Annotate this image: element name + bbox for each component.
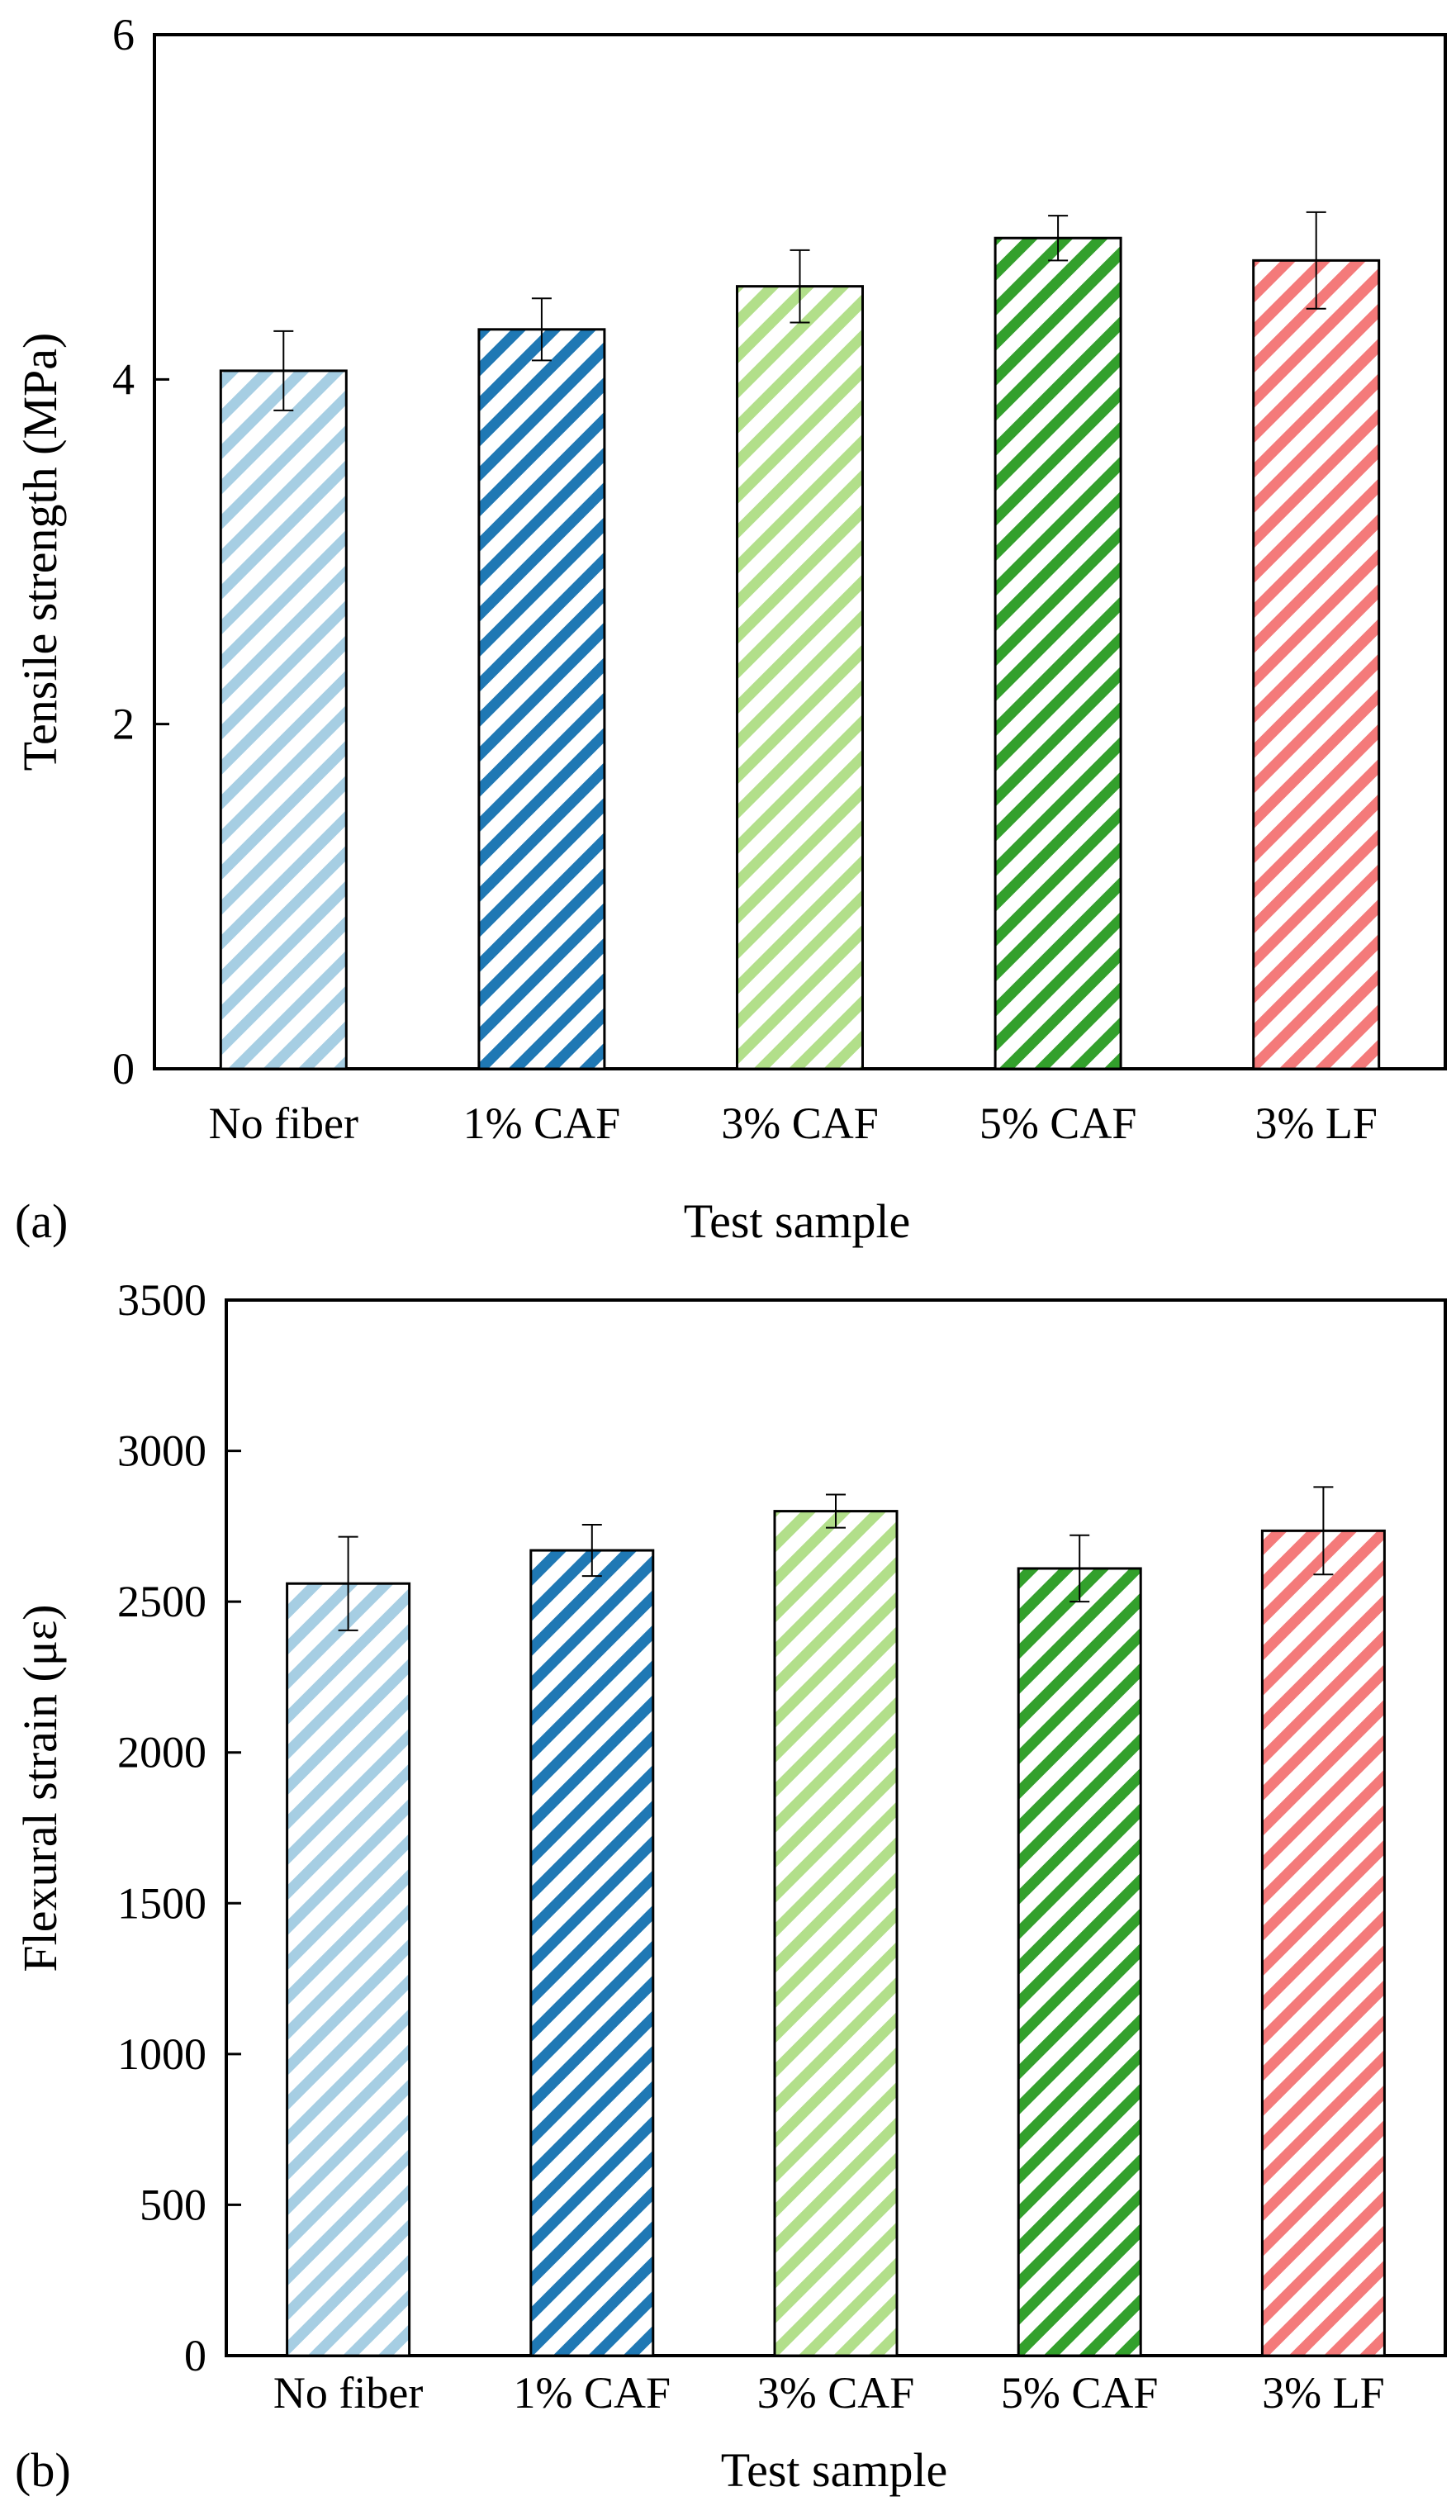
error-bar bbox=[338, 1535, 358, 1631]
y-tick-label: 2500 bbox=[117, 1577, 206, 1626]
x-tick-label: 5% CAF bbox=[1001, 2368, 1159, 2418]
bar bbox=[529, 1549, 655, 2357]
x-tick-label: 1% CAF bbox=[514, 2368, 671, 2418]
error-bar bbox=[1069, 1534, 1090, 1603]
bar bbox=[477, 328, 606, 1070]
x-tick-label: No fiber bbox=[209, 1099, 358, 1148]
error-bar bbox=[531, 297, 552, 362]
bar bbox=[1017, 1567, 1142, 2357]
y-tick-label: 2000 bbox=[117, 1728, 206, 1777]
x-tick-label: 5% CAF bbox=[979, 1099, 1137, 1148]
chart-a-panel-label: (a) bbox=[15, 1194, 68, 1248]
error-bar bbox=[1306, 211, 1326, 310]
bar bbox=[994, 236, 1122, 1070]
y-tick-label: 1000 bbox=[117, 2029, 206, 2079]
chart-b-panel-label: (b) bbox=[15, 2443, 71, 2497]
y-tick-label: 1500 bbox=[117, 1878, 206, 1928]
chart-b-error-bars bbox=[338, 1486, 1334, 1631]
bar bbox=[1252, 259, 1381, 1070]
error-bar bbox=[1048, 215, 1069, 262]
x-tick-label: 3% CAF bbox=[757, 2368, 915, 2418]
error-bar bbox=[790, 249, 810, 324]
chart-b-bars bbox=[286, 1510, 1386, 2357]
chart-a-x-axis-label: Test sample bbox=[684, 1194, 911, 1248]
chart-b-x-axis-label: Test sample bbox=[721, 2443, 948, 2497]
chart-b-x-ticks: No fiber 1% CAF 3% CAF 5% CAF 3% LF bbox=[273, 2368, 1385, 2418]
bar bbox=[773, 1510, 899, 2357]
error-bar bbox=[273, 330, 294, 411]
chart-b: 0 500 1000 1500 2000 2500 3000 3500 No fiber 1% … bbox=[13, 1275, 1447, 2497]
bar bbox=[219, 369, 348, 1070]
y-tick-label: 500 bbox=[140, 2180, 206, 2229]
chart-a-x-ticks: No fiber 1% CAF 3% CAF 5% CAF 3% LF bbox=[209, 1099, 1378, 1148]
chart-a-bars bbox=[219, 236, 1381, 1070]
error-bar bbox=[1313, 1486, 1334, 1576]
bar bbox=[1260, 1529, 1386, 2357]
bar bbox=[286, 1582, 411, 2357]
x-tick-label: 3% CAF bbox=[721, 1099, 879, 1148]
x-tick-label: No fiber bbox=[273, 2368, 423, 2418]
y-tick-label: 3500 bbox=[117, 1275, 206, 1325]
y-tick-label: 2 bbox=[112, 700, 135, 749]
error-bar bbox=[826, 1493, 846, 1529]
y-tick-label: 4 bbox=[112, 354, 135, 404]
chart-a-error-bars bbox=[273, 211, 1326, 411]
chart-a: 0 2 4 6 No fiber 1% CAF 3% CAF 5% CAF 3% LF Ten… bbox=[13, 10, 1447, 1248]
x-tick-label: 3% LF bbox=[1254, 1099, 1378, 1148]
chart-b-y-ticks: 0 500 1000 1500 2000 2500 3000 3500 bbox=[117, 1275, 241, 2380]
y-tick-label: 3000 bbox=[117, 1426, 206, 1476]
chart-a-y-ticks: 0 2 4 6 bbox=[112, 10, 169, 1094]
x-tick-label: 3% LF bbox=[1262, 2368, 1385, 2418]
x-tick-label: 1% CAF bbox=[463, 1099, 621, 1148]
bar bbox=[736, 285, 864, 1070]
y-tick-label: 6 bbox=[112, 10, 135, 59]
error-bar bbox=[581, 1524, 602, 1578]
chart-a-y-axis-label: Tensile strength (MPa) bbox=[13, 333, 67, 771]
y-tick-label: 0 bbox=[184, 2331, 206, 2380]
chart-b-y-axis-label: Flexural strain (με) bbox=[13, 1604, 67, 1972]
y-tick-label: 0 bbox=[112, 1044, 135, 1094]
